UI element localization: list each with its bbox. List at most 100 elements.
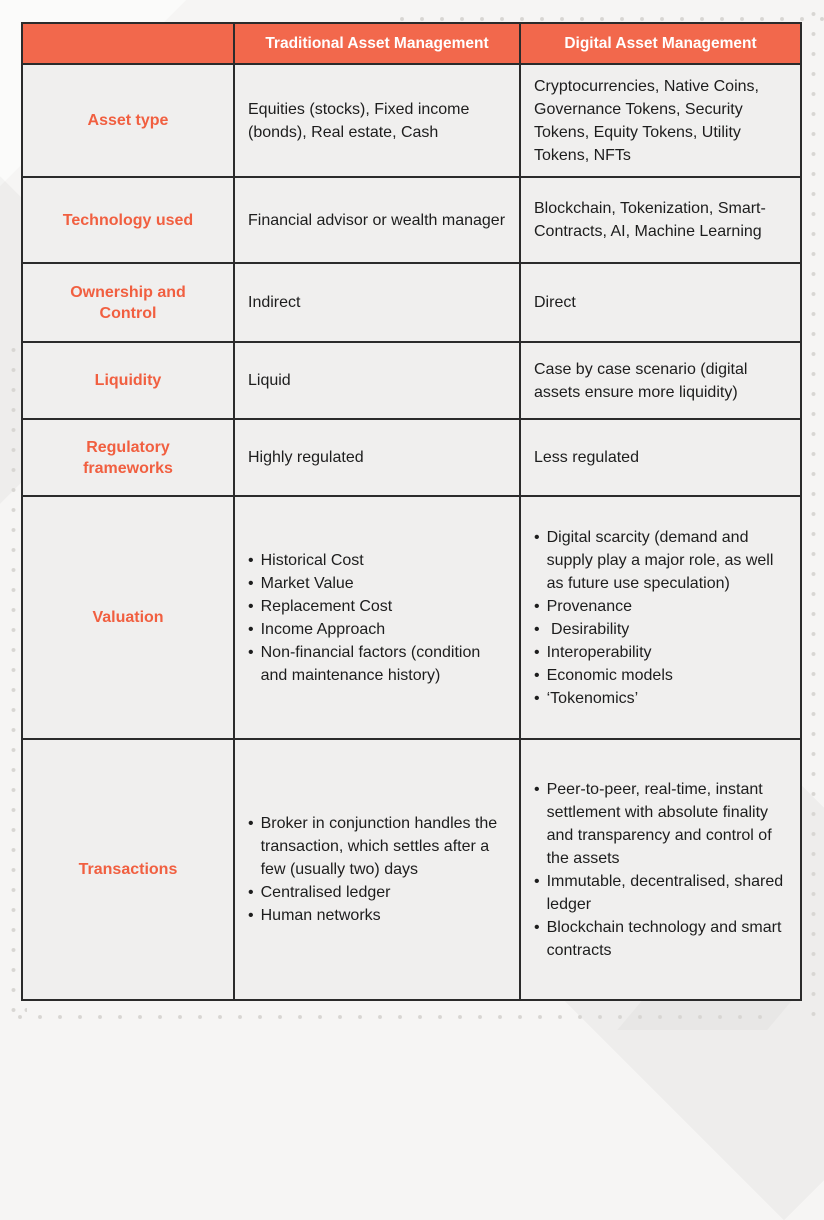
digital-cell-content: Case by case scenario (digital assets en… <box>534 360 748 401</box>
bullet-marker: • <box>248 620 254 638</box>
row-label: Asset type <box>23 65 235 176</box>
bullet-item: • Human networks <box>248 904 509 927</box>
bullet-marker: • <box>534 918 540 936</box>
bullet-marker: • <box>248 884 254 901</box>
bullet-item: • ‘Tokenomics’ <box>534 687 790 710</box>
row-label: Ownership and Control <box>23 264 235 341</box>
bullet-text: Market Value <box>260 574 354 592</box>
bullet-marker: • <box>534 528 540 546</box>
bullet-item: • Replacement Cost <box>248 595 509 618</box>
bullet-marker: • <box>534 689 540 707</box>
dot-pattern-bottom <box>6 1003 778 1021</box>
table-row: Liquidity Liquid Case by case scenario (di… <box>23 343 800 420</box>
bullet-text: Peer-to-peer, real-time, instant settlem… <box>546 780 772 867</box>
bullet-item: • Peer-to-peer, real-time, instant settle… <box>534 778 790 870</box>
bullet-item: • Immutable, decentralised, shared ledger <box>534 870 790 916</box>
row-label: Technology used <box>23 178 235 262</box>
bullet-item: • Historical Cost <box>248 549 509 572</box>
traditional-cell-content: • Broker in conjunction handles the trans… <box>248 812 509 927</box>
bullet-text: ‘Tokenomics’ <box>546 689 639 707</box>
row-label: Valuation <box>23 497 235 738</box>
table-row: Technology used Financial advisor or weal… <box>23 178 800 264</box>
table-row: Valuation • Historical Cost • Market Value • R… <box>23 497 800 740</box>
table-header-row: Traditional Asset Management Digital Ass… <box>23 24 800 65</box>
row-label: Regulatory frameworks <box>23 420 235 495</box>
infographic-page: { "colors":{ "accent_orange":"#f2684c", … <box>3 0 824 1024</box>
bullet-marker: • <box>248 597 254 615</box>
bullet-text: Broker in conjunction handles the transa… <box>260 815 498 878</box>
digital-cell: Less regulated <box>521 420 800 495</box>
digital-cell: Blockchain, Tokenization, Smart-Contract… <box>521 178 800 262</box>
traditional-cell: Liquid <box>235 343 521 418</box>
row-label: Liquidity <box>23 343 235 418</box>
bullet-text: Interoperability <box>546 643 652 661</box>
digital-cell-content: Cryptocurrencies, Native Coins, Governan… <box>534 77 759 164</box>
traditional-cell-content: Financial advisor or wealth manager <box>248 211 506 229</box>
bullet-marker: • <box>248 643 254 661</box>
bullet-marker: • <box>248 551 254 569</box>
bullet-text: Economic models <box>546 666 673 684</box>
bullet-item: • Blockchain technology and smart contrac… <box>534 916 790 962</box>
digital-cell: • Digital scarcity (demand and supply pla… <box>521 497 800 738</box>
digital-cell: Cryptocurrencies, Native Coins, Governan… <box>521 65 800 176</box>
table-row: Regulatory frameworks Highly regulated Les… <box>23 420 800 497</box>
header-traditional-asset-management: Traditional Asset Management <box>235 24 521 63</box>
digital-cell-content: • Digital scarcity (demand and supply pla… <box>534 526 790 710</box>
row-label: Transactions <box>23 740 235 999</box>
bullet-marker: • <box>534 666 540 684</box>
traditional-cell-content: Highly regulated <box>248 449 364 466</box>
bullet-text: Provenance <box>546 597 632 615</box>
traditional-cell: Equities (stocks), Fixed income (bonds),… <box>235 65 521 176</box>
traditional-cell-content: Indirect <box>248 294 301 311</box>
digital-cell: Direct <box>521 264 800 341</box>
bullet-text: Non-financial factors (condition and mai… <box>260 643 481 684</box>
bullet-text: Digital scarcity (demand and supply play… <box>546 528 774 592</box>
bullet-item: • Income Approach <box>248 618 509 641</box>
table-row: Asset type Equities (stocks), Fixed incom… <box>23 65 800 178</box>
bullet-marker: • <box>534 643 540 661</box>
bullet-text: Centralised ledger <box>260 884 391 901</box>
bullet-item: • Market Value <box>248 572 509 595</box>
bullet-item: • Centralised ledger <box>248 881 509 904</box>
dot-pattern-top <box>388 5 824 22</box>
bullet-text: Desirability <box>546 620 630 638</box>
digital-cell-content: Direct <box>534 294 576 311</box>
header-digital-asset-management: Digital Asset Management <box>521 24 800 63</box>
digital-cell-content: Less regulated <box>534 449 639 466</box>
traditional-cell-content: Equities (stocks), Fixed income (bonds),… <box>248 100 470 141</box>
traditional-cell: Indirect <box>235 264 521 341</box>
bullet-text: Immutable, decentralised, shared ledger <box>546 872 784 913</box>
comparison-table: Traditional Asset Management Digital Ass… <box>21 22 802 1001</box>
bullet-text: Blockchain technology and smart contract… <box>546 918 782 959</box>
digital-cell-content: Blockchain, Tokenization, Smart-Contract… <box>534 200 766 240</box>
traditional-cell-content: • Historical Cost • Market Value • Replacemen… <box>248 549 509 687</box>
digital-cell: • Peer-to-peer, real-time, instant settle… <box>521 740 800 999</box>
bullet-text: Income Approach <box>260 620 386 638</box>
bullet-item: • Interoperability <box>534 641 790 664</box>
bullet-item: • Economic models <box>534 664 790 687</box>
bullet-marker: • <box>248 574 254 592</box>
bullet-item: • Non-financial factors (condition and ma… <box>248 641 509 687</box>
traditional-cell: Financial advisor or wealth manager <box>235 178 521 262</box>
dot-pattern-right <box>803 0 824 1024</box>
bullet-item: • Broker in conjunction handles the trans… <box>248 812 509 881</box>
bullet-marker: • <box>248 815 254 832</box>
bullet-text: Replacement Cost <box>260 597 393 615</box>
traditional-cell: • Historical Cost • Market Value • Replacemen… <box>235 497 521 738</box>
bullet-item: • Digital scarcity (demand and supply pla… <box>534 526 790 595</box>
bullet-item: • Desirability <box>534 618 790 641</box>
traditional-cell: • Broker in conjunction handles the trans… <box>235 740 521 999</box>
bullet-text: Human networks <box>260 907 381 924</box>
bullet-marker: • <box>534 780 540 798</box>
bullet-text: Historical Cost <box>260 551 364 569</box>
bullet-marker: • <box>248 907 254 924</box>
traditional-cell-content: Liquid <box>248 372 291 389</box>
bullet-marker: • <box>534 872 540 890</box>
traditional-cell: Highly regulated <box>235 420 521 495</box>
digital-cell: Case by case scenario (digital assets en… <box>521 343 800 418</box>
bullet-marker: • <box>534 620 540 638</box>
table-row: Ownership and Control Indirect Direct <box>23 264 800 343</box>
bullet-item: • Provenance <box>534 595 790 618</box>
bullet-marker: • <box>534 597 540 615</box>
table-row: Transactions • Broker in conjunction handl… <box>23 740 800 999</box>
